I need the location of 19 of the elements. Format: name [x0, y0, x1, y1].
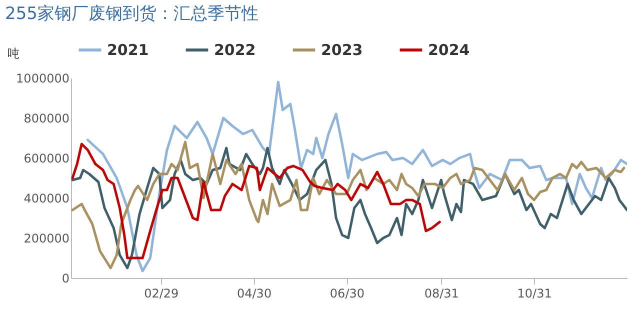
line-series — [86, 80, 627, 272]
y-tick-label: 1000000 — [16, 72, 70, 86]
line-series — [71, 142, 441, 260]
x-tick-label: 10/31 — [517, 286, 552, 300]
legend-label: 2024 — [428, 41, 470, 59]
x-tick-label: 06/30 — [330, 286, 365, 300]
legend-label: 2021 — [107, 41, 149, 59]
y-tick-label: 600000 — [24, 152, 70, 166]
chart-title: 255家钢厂废钢到货：汇总季节性 — [5, 4, 258, 24]
x-tick-label: 04/30 — [237, 286, 272, 300]
legend-label: 2023 — [321, 41, 363, 59]
y-tick-label: 400000 — [24, 192, 70, 206]
y-tick-label: 0 — [62, 272, 70, 286]
y-axis-title: 吨 — [8, 46, 20, 60]
x-tick-label: 02/29 — [144, 286, 179, 300]
x-tick-label: 08/31 — [424, 286, 459, 300]
legend-label: 2022 — [214, 41, 256, 59]
y-tick-label: 800000 — [24, 112, 70, 126]
y-tick-label: 200000 — [24, 232, 70, 246]
